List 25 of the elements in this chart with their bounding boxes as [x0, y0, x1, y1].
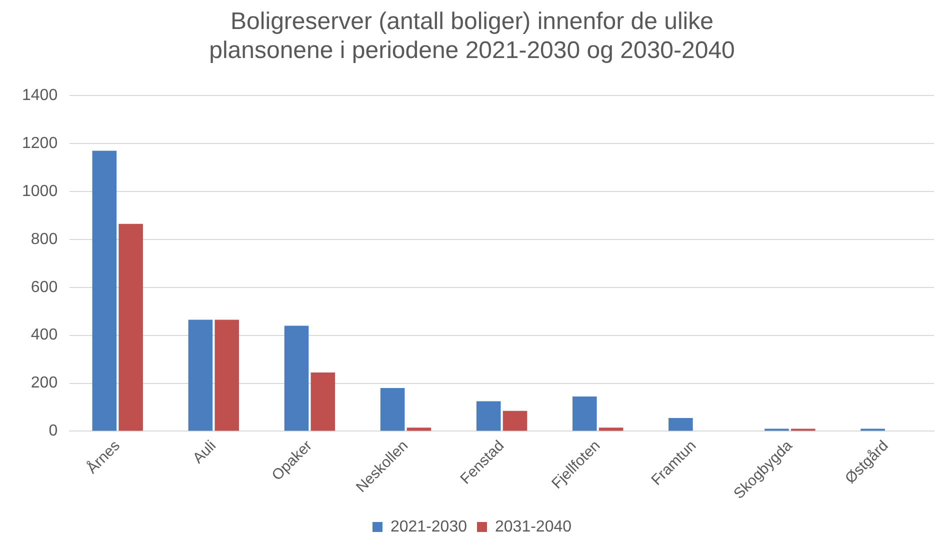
- y-tick-label: 1400: [22, 87, 58, 104]
- y-tick-label: 400: [30, 326, 58, 344]
- bar: [188, 320, 213, 431]
- legend-label: 2031-2040: [495, 518, 572, 536]
- bar: [598, 428, 624, 431]
- legend-label: 2021-2030: [390, 518, 468, 536]
- y-tick-label: 1000: [22, 182, 58, 200]
- bar: [502, 410, 528, 431]
- bar: [310, 372, 336, 431]
- bar: [284, 326, 309, 431]
- bar: [476, 401, 501, 431]
- bar: [406, 428, 432, 431]
- y-tick-label: 600: [30, 278, 58, 296]
- y-tick-label: 0: [48, 422, 58, 440]
- bar: [380, 388, 405, 431]
- chart-title: Boligreserver (antall boliger) innenfor de ulike plansonene i periodene 2021-2030 og 2030-2040: [209, 8, 735, 64]
- y-tick-label: 1200: [22, 134, 58, 152]
- bar: [668, 418, 693, 431]
- y-tick-label: 200: [30, 374, 58, 392]
- bar: [214, 320, 240, 431]
- y-tick-label: 800: [30, 230, 58, 248]
- bar: [118, 224, 143, 431]
- x-tick-label: Auli: [190, 437, 220, 468]
- bar: [572, 396, 597, 431]
- bar: [92, 150, 117, 431]
